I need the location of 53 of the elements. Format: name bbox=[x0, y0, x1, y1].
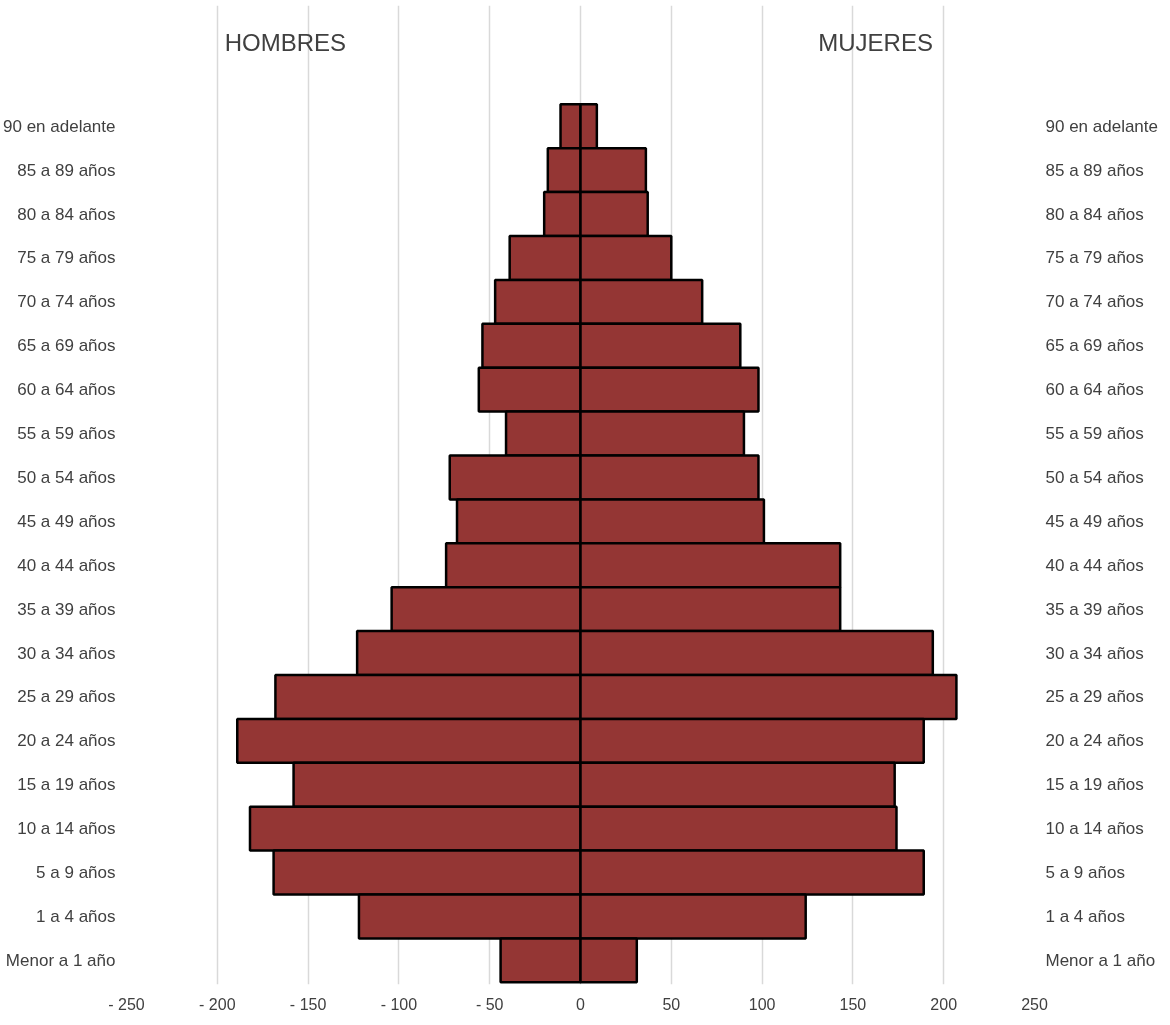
category-label: 80 a 84 años bbox=[1045, 204, 1144, 224]
text: HOMBRES bbox=[224, 29, 347, 57]
x-tick-label: 50 bbox=[662, 995, 681, 1013]
y-tick-label: 50 a 54 años bbox=[17, 467, 116, 487]
category-label: 10 a 14 años bbox=[1045, 819, 1144, 839]
y-tick-label: 45 a 49 años bbox=[17, 511, 116, 531]
y-tick-label: 40 a 44 años bbox=[17, 555, 116, 575]
y-tick-label: 55 a 59 años bbox=[17, 424, 116, 444]
category-label: 90 en adelante bbox=[1045, 116, 1158, 136]
category-label: 1 a 4 años bbox=[1045, 906, 1125, 926]
category-label: 15 a 19 años bbox=[1045, 775, 1144, 795]
x-tick-label: - 250 bbox=[108, 995, 145, 1013]
x-tick-label: 0 bbox=[576, 995, 586, 1013]
x-tick-label: - 150 bbox=[289, 995, 327, 1013]
category-label: 35 a 39 años bbox=[1045, 599, 1144, 619]
y-tick-label: 65 a 69 años bbox=[17, 336, 116, 356]
y-tick-label: 75 a 79 años bbox=[17, 248, 116, 268]
y-tick-label: 1 a 4 años bbox=[36, 906, 116, 926]
x-tick-label: - 100 bbox=[380, 995, 418, 1013]
category-label: 5 a 9 años bbox=[1045, 863, 1125, 883]
y-tick-label: 35 a 39 años bbox=[17, 599, 116, 619]
y-tick-label: 5 a 9 años bbox=[36, 863, 116, 883]
x-tick-label: 200 bbox=[930, 995, 958, 1013]
y-tick-label: 90 en adelante bbox=[3, 116, 116, 136]
y-tick-label: 85 a 89 años bbox=[17, 160, 116, 180]
text: MUJERES bbox=[818, 29, 933, 57]
x-tick-label: 150 bbox=[839, 995, 867, 1013]
x-tick-label: - 200 bbox=[199, 995, 236, 1013]
y-tick-label: 60 a 64 años bbox=[17, 380, 116, 400]
x-tick-label: - 50 bbox=[475, 995, 504, 1013]
category-label: 75 a 79 años bbox=[1045, 248, 1144, 268]
category-label: 40 a 44 años bbox=[1045, 555, 1144, 575]
category-label: 30 a 34 años bbox=[1045, 643, 1144, 663]
category-label: 70 a 74 años bbox=[1045, 292, 1144, 312]
category-label: 60 a 64 años bbox=[1045, 380, 1144, 400]
category-label: 50 a 54 años bbox=[1045, 467, 1144, 487]
category-label: 85 a 89 años bbox=[1045, 160, 1144, 180]
x-tick-label: 250 bbox=[1021, 995, 1048, 1013]
y-tick-label: Menor a 1 año bbox=[5, 950, 116, 970]
category-label: 55 a 59 años bbox=[1045, 424, 1144, 444]
category-label: 45 a 49 años bbox=[1045, 511, 1144, 531]
y-tick-label: 70 a 74 años bbox=[17, 292, 116, 312]
category-label: 20 a 24 años bbox=[1045, 731, 1144, 751]
y-tick-label: 10 a 14 años bbox=[17, 819, 116, 839]
y-tick-label: 25 a 29 años bbox=[17, 687, 116, 707]
y-tick-label: 20 a 24 años bbox=[17, 731, 116, 751]
category-label: Menor a 1 año bbox=[1045, 950, 1156, 970]
y-tick-label: 30 a 34 años bbox=[17, 643, 116, 663]
y-tick-label: 15 a 19 años bbox=[17, 775, 116, 795]
x-tick-label: 100 bbox=[748, 995, 776, 1013]
category-label: 65 a 69 años bbox=[1045, 336, 1144, 356]
category-label: 25 a 29 años bbox=[1045, 687, 1144, 707]
y-tick-label: 80 a 84 años bbox=[17, 204, 116, 224]
